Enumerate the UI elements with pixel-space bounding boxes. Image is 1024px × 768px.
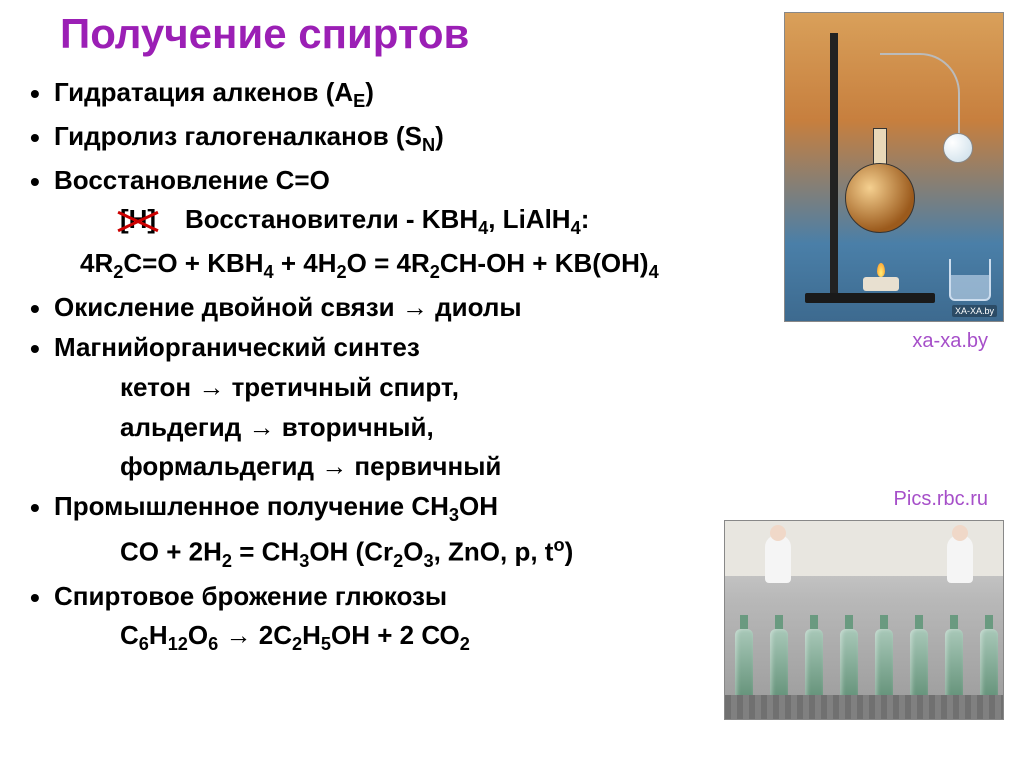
text: : (581, 204, 590, 234)
text: диолы (428, 292, 522, 322)
text: Гидролиз галогеналканов (S (54, 121, 422, 151)
sub-12: 12 (168, 634, 188, 654)
stand-icon (830, 33, 838, 293)
sub-6: 6 (139, 634, 149, 654)
sup-o: o (553, 535, 564, 555)
text: 2С (252, 620, 292, 650)
text: Магнийорганический синтез (54, 332, 420, 362)
caption-bottom: Pics.rbc.ru (894, 488, 988, 511)
grignard-ketone: кетон → третичный спирт, (30, 371, 994, 405)
text: , ZnO, p, t (434, 537, 554, 567)
text: ОН + 2 СО (331, 620, 460, 650)
grignard-formaldehyde: формальдегид → первичный (30, 450, 994, 484)
worker-icon (765, 535, 791, 583)
text: С (120, 620, 139, 650)
grignard-aldehyde: альдегид → вторичный, (30, 411, 994, 445)
text: О (188, 620, 208, 650)
arrow-icon: → (198, 372, 224, 402)
sub-e: E (353, 91, 365, 111)
watermark-text: XA-XA.by (952, 305, 997, 317)
text: OH (Cr (309, 537, 393, 567)
text: Окисление двойной связи (54, 292, 402, 322)
sub-n: N (422, 135, 435, 155)
arrow-icon: → (226, 620, 252, 650)
text: CO + 2H (120, 537, 222, 567)
sub-2: 2 (337, 263, 347, 283)
arrow-icon: → (321, 451, 347, 481)
text: Гидратация алкенов (A (54, 77, 353, 107)
sub-3: 3 (423, 551, 433, 571)
base-icon (805, 293, 935, 303)
arrow-icon: → (402, 292, 428, 322)
text: + 4H (274, 248, 337, 278)
text: альдегид (120, 412, 248, 442)
worker-icon (947, 535, 973, 583)
flame-icon (877, 263, 885, 277)
text: O (403, 537, 423, 567)
sub-4: 4 (264, 263, 274, 283)
text: Спиртовое брожение глюкозы (54, 581, 447, 611)
candle-icon (863, 277, 899, 291)
flask-icon (845, 163, 915, 233)
text: формальдегид (120, 451, 321, 481)
text: O = 4R (347, 248, 430, 278)
text (218, 620, 225, 650)
text: Восстановление С=О (54, 165, 330, 195)
conveyor-icon (725, 695, 1003, 719)
sub-2: 2 (430, 263, 440, 283)
text: 4R (80, 248, 113, 278)
flask-neck-icon (873, 128, 887, 168)
text: вторичный, (274, 412, 433, 442)
sub-2: 2 (460, 634, 470, 654)
text: первичный (347, 451, 501, 481)
crossed-h: [H] (120, 203, 156, 237)
text: ) (565, 537, 574, 567)
sub-2: 2 (292, 634, 302, 654)
text: CH-OH + KB(OH) (440, 248, 649, 278)
text: C=O + KBH (123, 248, 263, 278)
text: Н (302, 620, 321, 650)
sub-4: 4 (649, 263, 659, 283)
factory-image (724, 520, 1004, 720)
arrow-icon: → (248, 412, 274, 442)
text: Промышленное получение СН (54, 491, 449, 521)
sub-3: 3 (449, 505, 459, 525)
condenser-icon (943, 133, 973, 163)
sub-2: 2 (113, 263, 123, 283)
sub-5: 5 (321, 634, 331, 654)
sub-4: 4 (571, 219, 581, 239)
sub-2: 2 (222, 551, 232, 571)
text: ) (435, 121, 444, 151)
text: , LiAlH (488, 204, 570, 234)
text: ОН (459, 491, 498, 521)
bullet-grignard: Магнийорганический синтез (30, 331, 994, 365)
text: ) (365, 77, 374, 107)
sub-6: 6 (208, 634, 218, 654)
sub-3: 3 (299, 551, 309, 571)
text: кетон (120, 372, 198, 402)
sub-4: 4 (478, 219, 488, 239)
text: третичный спирт, (224, 372, 459, 402)
caption-top: xa-xa.by (912, 330, 988, 353)
glass-icon (949, 259, 991, 301)
slide-container: Получение спиртов Гидратация алкенов (AE… (0, 0, 1024, 768)
sub-2: 2 (393, 551, 403, 571)
text: Восстановители - KBH (185, 204, 478, 234)
distillation-image: XA-XA.by (784, 12, 1004, 322)
text: Н (149, 620, 168, 650)
text: = CH (232, 537, 299, 567)
